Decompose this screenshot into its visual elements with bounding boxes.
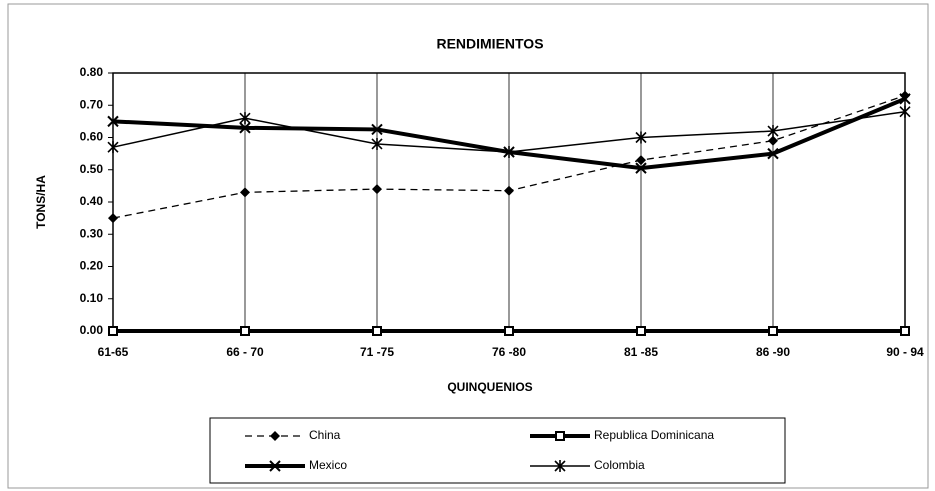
y-axis-label: TONS/HA <box>34 175 48 229</box>
marker <box>107 115 119 128</box>
x-tick-label: 90 - 94 <box>886 345 924 359</box>
marker <box>240 326 250 336</box>
marker <box>768 135 778 146</box>
marker <box>554 460 566 472</box>
marker <box>239 122 251 134</box>
marker <box>108 213 118 224</box>
marker <box>899 93 911 105</box>
y-tick-label: 0.10 <box>80 291 104 305</box>
marker <box>108 326 118 336</box>
x-tick-label: 66 - 70 <box>226 345 264 359</box>
legend-box <box>209 417 786 484</box>
legend-label: Mexico <box>309 458 347 472</box>
marker <box>371 123 383 136</box>
marker <box>635 131 647 144</box>
marker <box>107 141 119 154</box>
marker <box>240 187 250 198</box>
x-tick-label: 76 -80 <box>492 345 526 359</box>
x-tick-label: 81 -85 <box>624 345 658 359</box>
y-tick-label: 0.80 <box>80 65 104 79</box>
marker <box>269 460 281 472</box>
marker <box>899 105 911 118</box>
marker <box>900 326 910 336</box>
marker <box>768 326 778 336</box>
legend-label: Republica Dominicana <box>594 428 714 442</box>
marker <box>371 137 383 150</box>
marker <box>270 431 280 441</box>
y-tick-label: 0.20 <box>80 259 104 273</box>
marker <box>636 326 646 336</box>
y-tick-label: 0.70 <box>80 97 104 111</box>
marker <box>239 112 251 125</box>
chart-title: RENDIMIENTOS <box>436 36 543 52</box>
x-tick-label: 71 -75 <box>360 345 394 359</box>
marker <box>503 146 515 159</box>
y-tick-label: 0.30 <box>80 226 104 240</box>
marker <box>504 326 514 336</box>
marker <box>555 431 565 441</box>
x-axis-label: QUINQUENIOS <box>447 380 532 394</box>
legend-label: Colombia <box>594 458 645 472</box>
legend-label: China <box>309 428 341 442</box>
x-tick-label: 86 -90 <box>756 345 790 359</box>
y-tick-label: 0.60 <box>80 130 104 144</box>
marker <box>636 155 646 166</box>
marker <box>504 185 514 196</box>
marker <box>372 184 382 195</box>
marker <box>372 326 382 336</box>
y-tick-label: 0.00 <box>80 323 104 337</box>
marker <box>767 125 779 138</box>
frame <box>7 3 929 489</box>
marker <box>635 162 647 174</box>
marker <box>767 147 779 160</box>
y-tick-label: 0.50 <box>80 162 104 176</box>
x-tick-label: 61-65 <box>98 345 129 359</box>
y-tick-label: 0.40 <box>80 194 104 208</box>
